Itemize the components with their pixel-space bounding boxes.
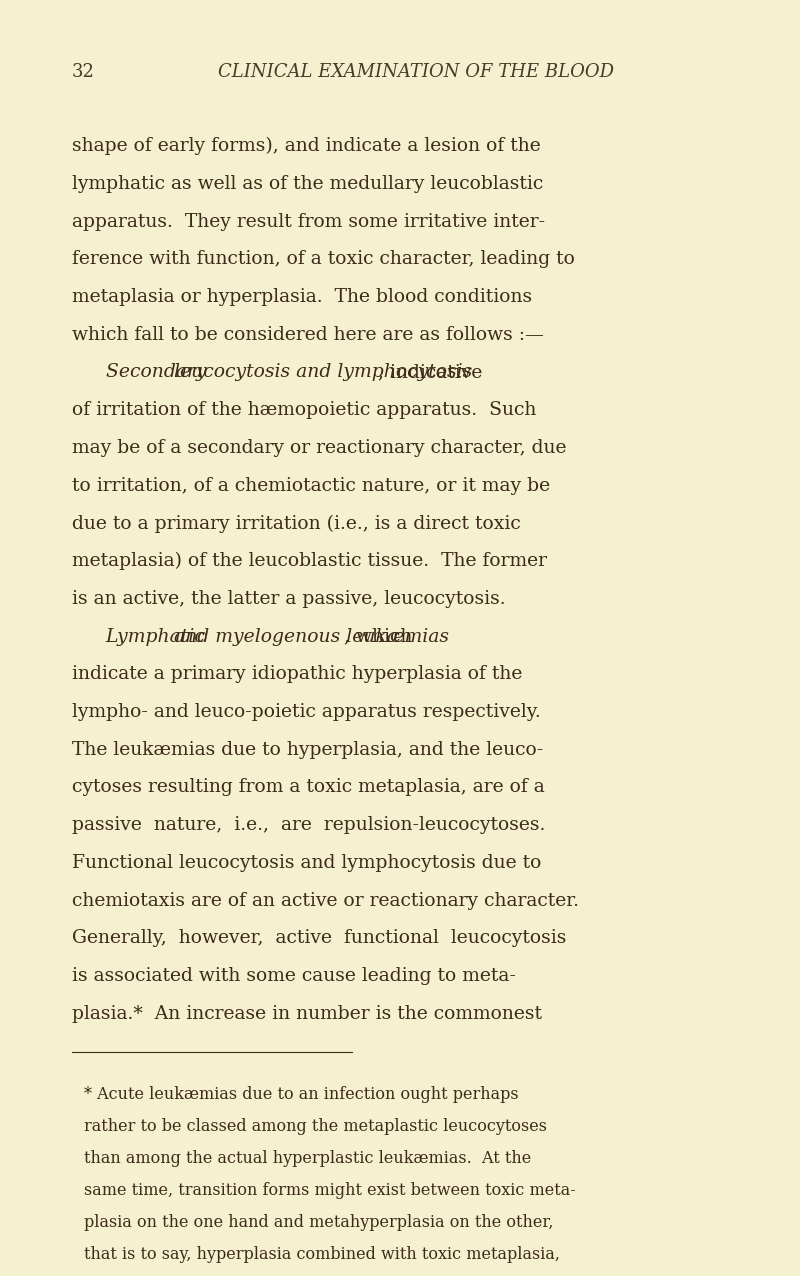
Text: plasia.*  An increase in number is the commonest: plasia.* An increase in number is the co… [72,1004,542,1023]
Text: rather to be classed among the metaplastic leucocytoses: rather to be classed among the metaplast… [84,1118,547,1134]
Text: to irritation, of a chemiotactic nature, or it may be: to irritation, of a chemiotactic nature,… [72,477,550,495]
Text: plasia on the one hand and metahyperplasia on the other,: plasia on the one hand and metahyperplas… [84,1213,554,1231]
Text: same time, transition forms might exist between toxic meta-: same time, transition forms might exist … [84,1182,576,1199]
Text: which fall to be considered here are as follows :—: which fall to be considered here are as … [72,325,544,343]
Text: ference with function, of a toxic character, leading to: ference with function, of a toxic charac… [72,250,575,268]
Text: The leukæmias due to hyperplasia, and the leuco-: The leukæmias due to hyperplasia, and th… [72,740,543,759]
Text: Lymphatic: Lymphatic [106,628,211,646]
Text: Functional leucocytosis and lymphocytosis due to: Functional leucocytosis and lymphocytosi… [72,854,542,872]
Text: * Acute leukæmias due to an infection ought perhaps: * Acute leukæmias due to an infection ou… [84,1086,518,1102]
Text: metaplasia) of the leucoblastic tissue.  The former: metaplasia) of the leucoblastic tissue. … [72,553,547,570]
Text: shape of early forms), and indicate a lesion of the: shape of early forms), and indicate a le… [72,137,541,156]
Text: 32: 32 [72,63,95,80]
Text: is associated with some cause leading to meta-: is associated with some cause leading to… [72,967,516,985]
Text: and myelogenous leukæmias: and myelogenous leukæmias [174,628,449,646]
Text: passive  nature,  i.e.,  are  repulsion-leucocytoses.: passive nature, i.e., are repulsion-leuc… [72,817,546,835]
Text: cytoses resulting from a toxic metaplasia, are of a: cytoses resulting from a toxic metaplasi… [72,778,545,796]
Text: Secondary: Secondary [106,364,212,382]
Text: due to a primary irritation (i.e., is a direct toxic: due to a primary irritation (i.e., is a … [72,514,521,532]
Text: , which: , which [344,628,412,646]
Text: that is to say, hyperplasia combined with toxic metaplasia,: that is to say, hyperplasia combined wit… [84,1245,560,1263]
Text: lympho- and leuco-poietic apparatus respectively.: lympho- and leuco-poietic apparatus resp… [72,703,541,721]
Text: is an active, the latter a passive, leucocytosis.: is an active, the latter a passive, leuc… [72,590,506,607]
Text: lymphatic as well as of the medullary leucoblastic: lymphatic as well as of the medullary le… [72,175,543,193]
Text: Generally,  however,  active  functional  leucocytosis: Generally, however, active functional le… [72,929,566,947]
Text: leucocytosis and lymphocytosis: leucocytosis and lymphocytosis [174,364,472,382]
Text: metaplasia or hyperplasia.  The blood conditions: metaplasia or hyperplasia. The blood con… [72,288,532,306]
Text: apparatus.  They result from some irritative inter-: apparatus. They result from some irritat… [72,213,545,231]
Text: chemiotaxis are of an active or reactionary character.: chemiotaxis are of an active or reaction… [72,892,579,910]
Text: than among the actual hyperplastic leukæmias.  At the: than among the actual hyperplastic leukæ… [84,1150,531,1168]
Text: indicate a primary idiopathic hyperplasia of the: indicate a primary idiopathic hyperplasi… [72,665,522,683]
Text: , indicative: , indicative [378,364,482,382]
Text: may be of a secondary or reactionary character, due: may be of a secondary or reactionary cha… [72,439,566,457]
Text: CLINICAL EXAMINATION OF THE BLOOD: CLINICAL EXAMINATION OF THE BLOOD [218,63,614,80]
Text: of irritation of the hæmopoietic apparatus.  Such: of irritation of the hæmopoietic apparat… [72,401,536,420]
